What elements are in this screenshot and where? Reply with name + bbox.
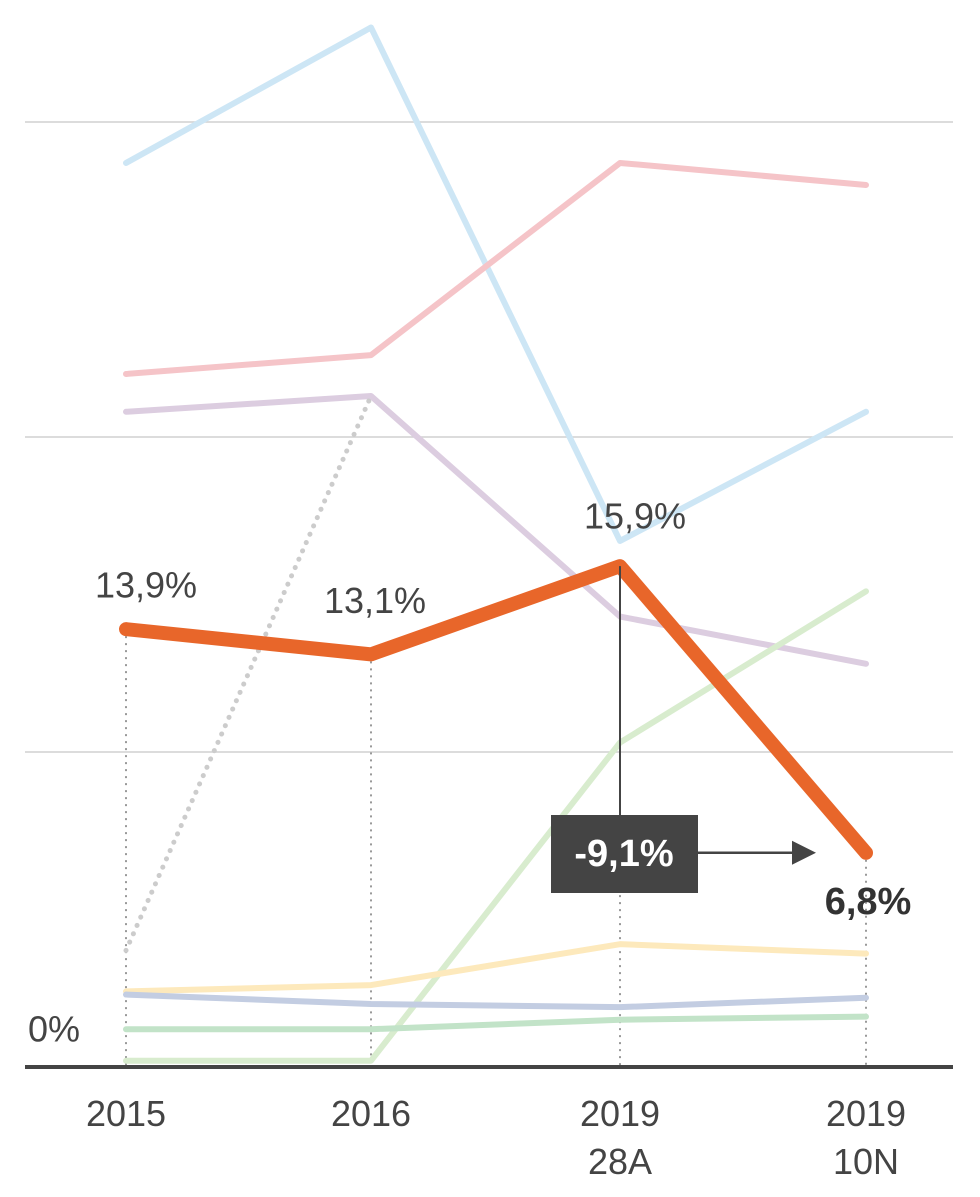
annotation-box (551, 815, 698, 893)
x-tick-label: 2019 28A (580, 1093, 660, 1182)
highlight-line (119, 559, 873, 860)
x-tick-line: 2019 (580, 1093, 660, 1134)
value-label: 13,1% (324, 580, 426, 621)
line (123, 941, 869, 995)
x-tick-line: 2015 (86, 1093, 166, 1134)
value-label: 6,8% (825, 881, 912, 923)
x-tick-line: 10N (833, 1141, 899, 1182)
x-tick-label: 2019 10N (826, 1093, 906, 1182)
x-tick-label: 2016 (331, 1093, 411, 1134)
x-tick-line: 2016 (331, 1093, 411, 1134)
line (123, 1013, 869, 1033)
line (123, 24, 869, 544)
annotation-text: -9,1% (574, 833, 673, 875)
line (123, 588, 869, 1064)
y-tick-label: 0% (28, 1009, 80, 1050)
value-label: 13,9% (95, 565, 197, 606)
annotation-arrowhead (792, 840, 816, 865)
x-tick-line: 28A (588, 1141, 652, 1182)
x-tick-label: 2015 (86, 1093, 166, 1134)
line (123, 159, 869, 377)
value-label: 15,9% (584, 496, 686, 537)
line (123, 991, 869, 1011)
line (123, 393, 374, 953)
x-tick-line: 2019 (826, 1093, 906, 1134)
line (123, 393, 869, 667)
